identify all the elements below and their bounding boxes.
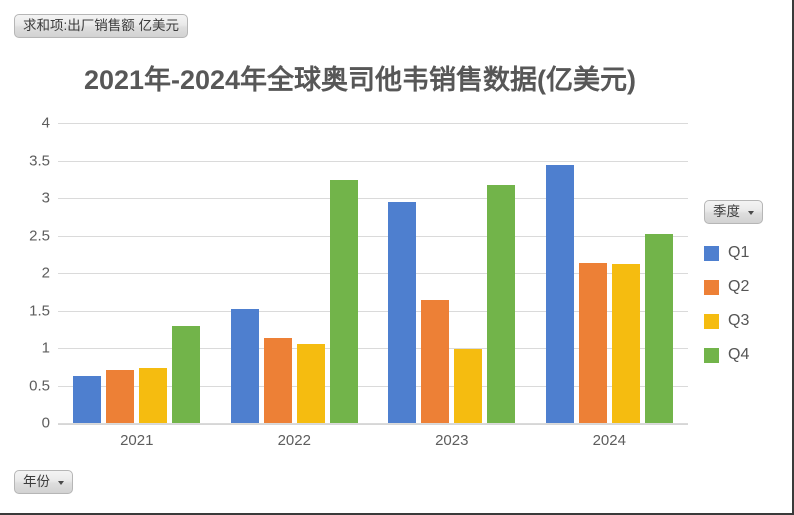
bars-layer bbox=[58, 123, 688, 423]
y-tick-label: 0 bbox=[41, 414, 50, 432]
chart-legend: Q1 Q2 Q3 Q4 bbox=[704, 236, 790, 372]
legend-swatch-icon bbox=[704, 347, 719, 363]
legend-item-Q2[interactable]: Q2 bbox=[704, 270, 790, 304]
y-tick-label: 1 bbox=[41, 339, 50, 357]
bar-2022-Q1[interactable] bbox=[230, 309, 259, 423]
bar-2024-Q3[interactable] bbox=[611, 264, 640, 423]
gridline bbox=[58, 160, 688, 162]
legend-item-label: Q3 bbox=[728, 312, 750, 329]
x-axis: 2021 2022 2023 2024 bbox=[58, 432, 688, 454]
y-tick-label: 0.5 bbox=[29, 377, 50, 394]
chart-title: 2021年-2024年全球奥司他韦销售数据(亿美元) bbox=[83, 65, 637, 95]
bar-group bbox=[230, 123, 358, 423]
pivot-field-legend[interactable]: 季度 bbox=[704, 200, 763, 224]
y-tick-label: 3.5 bbox=[29, 152, 50, 169]
legend-item-label: Q4 bbox=[728, 346, 750, 363]
y-tick-label: 1.5 bbox=[29, 302, 50, 319]
bar-2023-Q3[interactable] bbox=[454, 348, 483, 423]
y-tick-label: 3 bbox=[41, 189, 50, 207]
bar-2021-Q3[interactable] bbox=[139, 368, 168, 423]
bar-2022-Q2[interactable] bbox=[263, 337, 292, 423]
pivot-field-values-label: 求和项:出厂销售额 亿美元 bbox=[23, 18, 180, 33]
bar-2023-Q4[interactable] bbox=[487, 184, 516, 423]
bar-group bbox=[388, 123, 516, 423]
bar-2022-Q4[interactable] bbox=[329, 180, 358, 423]
bar-2024-Q2[interactable] bbox=[578, 263, 607, 423]
gridline bbox=[58, 310, 688, 312]
pivot-field-legend-label: 季度 bbox=[713, 204, 740, 219]
x-tick-label: 2024 bbox=[592, 432, 626, 449]
pivot-field-row[interactable]: 年份 bbox=[14, 470, 73, 494]
legend-swatch-icon bbox=[704, 245, 719, 261]
gridline bbox=[58, 273, 688, 274]
bar-2023-Q1[interactable] bbox=[388, 201, 417, 423]
bar-2024-Q4[interactable] bbox=[644, 234, 673, 423]
bar-group bbox=[545, 123, 673, 423]
chevron-down-icon[interactable] bbox=[58, 481, 64, 485]
x-tick-label: 2021 bbox=[120, 432, 154, 449]
gridline bbox=[58, 348, 688, 349]
plot-area bbox=[58, 123, 688, 425]
chevron-down-icon[interactable] bbox=[748, 211, 754, 215]
gridline bbox=[58, 235, 688, 237]
bar-2021-Q2[interactable] bbox=[106, 369, 135, 423]
bar-2021-Q1[interactable] bbox=[73, 375, 102, 423]
legend-item-label: Q1 bbox=[728, 244, 750, 261]
bar-2024-Q1[interactable] bbox=[545, 165, 574, 423]
bar-2021-Q4[interactable] bbox=[172, 325, 201, 423]
bar-2022-Q3[interactable] bbox=[296, 343, 325, 423]
pivot-field-values[interactable]: 求和项:出厂销售额 亿美元 bbox=[14, 14, 189, 38]
legend-swatch-icon bbox=[704, 279, 719, 295]
bar-group bbox=[73, 123, 201, 423]
y-tick-label: 2 bbox=[41, 264, 50, 282]
gridline bbox=[58, 423, 688, 424]
legend-item-Q3[interactable]: Q3 bbox=[704, 304, 790, 338]
gridline bbox=[58, 123, 688, 124]
x-axis-baseline bbox=[58, 423, 688, 425]
legend-item-Q4[interactable]: Q4 bbox=[704, 338, 790, 372]
y-axis: 4 3.5 3 2.5 2 1.5 1 0.5 0 bbox=[0, 115, 50, 432]
legend-item-label: Q2 bbox=[728, 278, 750, 295]
legend-item-Q1[interactable]: Q1 bbox=[704, 236, 790, 270]
y-tick-label: 2.5 bbox=[29, 227, 50, 244]
gridline bbox=[58, 198, 688, 199]
x-tick-label: 2022 bbox=[277, 432, 311, 449]
bar-2023-Q2[interactable] bbox=[421, 300, 450, 423]
gridline bbox=[58, 385, 688, 387]
pivot-field-row-label: 年份 bbox=[23, 474, 50, 489]
x-tick-label: 2023 bbox=[435, 432, 469, 449]
legend-swatch-icon bbox=[704, 313, 719, 329]
y-tick-label: 4 bbox=[41, 114, 50, 132]
